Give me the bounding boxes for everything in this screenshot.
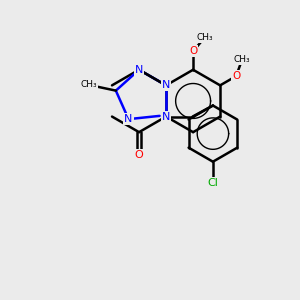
Text: O: O bbox=[232, 71, 240, 81]
Text: O: O bbox=[135, 150, 143, 160]
Text: N: N bbox=[124, 114, 133, 124]
Text: CH₃: CH₃ bbox=[81, 80, 97, 89]
Text: O: O bbox=[189, 46, 197, 56]
Text: CH₃: CH₃ bbox=[234, 55, 250, 64]
Text: N: N bbox=[162, 112, 170, 122]
Text: CH₃: CH₃ bbox=[196, 33, 213, 42]
Text: Cl: Cl bbox=[208, 178, 218, 188]
Text: N: N bbox=[135, 65, 143, 75]
Text: N: N bbox=[162, 80, 170, 90]
